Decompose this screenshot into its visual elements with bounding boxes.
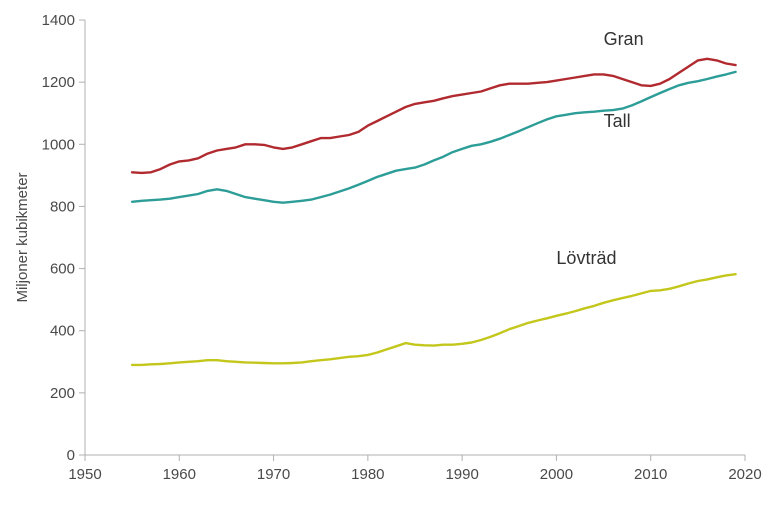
series-line-lövträd	[132, 274, 736, 365]
y-tick-label: 1400	[42, 12, 75, 29]
series-label-lövträd: Lövträd	[556, 248, 616, 268]
x-tick-label: 2010	[634, 466, 667, 483]
x-tick-label: 1980	[351, 466, 384, 483]
x-tick-label: 1970	[257, 466, 290, 483]
y-tick-label: 200	[50, 385, 75, 402]
series-label-tall: Tall	[604, 111, 631, 131]
x-tick-label: 2020	[728, 466, 761, 483]
x-tick-label: 1990	[445, 466, 478, 483]
series-label-gran: Gran	[604, 29, 644, 49]
series-line-gran	[132, 59, 736, 173]
y-axis-label: Miljoner kubikmeter	[14, 172, 31, 302]
x-tick-label: 1960	[163, 466, 196, 483]
y-tick-label: 1200	[42, 74, 75, 91]
y-tick-label: 0	[67, 447, 75, 464]
y-tick-label: 1000	[42, 136, 75, 153]
y-tick-label: 800	[50, 198, 75, 215]
x-tick-label: 2000	[540, 466, 573, 483]
y-tick-label: 600	[50, 261, 75, 278]
chart-svg: 0 200 400 600 800 1000 1200 1400 1950 1960 1970 198…	[0, 0, 768, 500]
line-chart: 0 200 400 600 800 1000 1200 1400 1950 1960 1970 198…	[0, 0, 768, 500]
x-tick-label: 1950	[68, 466, 101, 483]
series-line-tall	[132, 72, 736, 203]
y-tick-label: 400	[50, 323, 75, 340]
